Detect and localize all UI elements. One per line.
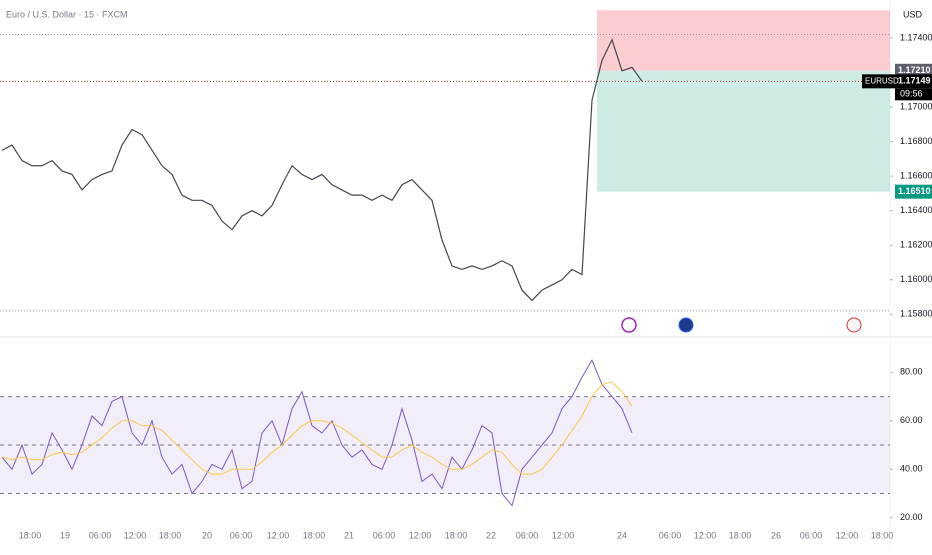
x-tick-label: 18:00 <box>871 530 894 540</box>
x-tick-label: 06:00 <box>659 530 682 540</box>
x-tick-label: 06:00 <box>230 530 253 540</box>
y-tick-label: 1.17000 <box>900 101 932 111</box>
symbol: EURUSD <box>865 76 899 85</box>
x-tick-label: 18:00 <box>19 530 42 540</box>
y-tick-label: 1.17400 <box>900 32 932 42</box>
x-tick-label: 06:00 <box>373 530 396 540</box>
x-tick-label: 26 <box>771 530 781 540</box>
event-icon[interactable] <box>678 317 694 333</box>
y-tick-label: 60.00 <box>900 415 923 425</box>
x-tick-label: 21 <box>344 530 354 540</box>
x-tick-label: 12:00 <box>836 530 859 540</box>
x-tick-label: 12:00 <box>694 530 717 540</box>
x-tick-label: 18:00 <box>445 530 468 540</box>
price-label-bg <box>895 74 932 89</box>
x-tick-label: 18:00 <box>159 530 182 540</box>
x-tick-label: 12:00 <box>552 530 575 540</box>
price-label-bg <box>895 63 932 78</box>
price-label-bg <box>895 184 932 199</box>
stop-zone <box>597 10 890 71</box>
x-tick-label: 18:00 <box>729 530 752 540</box>
countdown-bg <box>895 88 932 101</box>
x-tick-label: 12:00 <box>124 530 147 540</box>
symbol-bg <box>862 74 895 89</box>
event-icon[interactable] <box>846 317 862 333</box>
y-tick-label: 80.00 <box>900 367 923 377</box>
x-tick-label: 12:00 <box>409 530 432 540</box>
y-tick-label: 1.16800 <box>900 136 932 146</box>
price-label: 1.17149 <box>898 76 931 86</box>
price-label: 1.16510 <box>898 186 931 196</box>
y-tick-label: 20.00 <box>900 512 923 522</box>
rsi-line <box>1 359 633 507</box>
chart-title: Euro / U.S. Dollar · 15 · FXCM <box>6 9 128 19</box>
x-tick-label: 19 <box>60 530 70 540</box>
y-tick-label: 40.00 <box>900 464 923 474</box>
currency: USD <box>903 9 923 19</box>
event-icon[interactable] <box>621 317 637 333</box>
x-tick-label: 06:00 <box>800 530 823 540</box>
x-tick-label: 22 <box>486 530 496 540</box>
rsi-line <box>1 381 633 475</box>
x-tick-label: 18:00 <box>303 530 326 540</box>
y-tick-label: 1.16200 <box>900 240 932 250</box>
x-tick-label: 06:00 <box>516 530 539 540</box>
price-line <box>1 38 643 302</box>
x-tick-label: 24 <box>617 530 627 540</box>
y-tick-label: 1.16400 <box>900 205 932 215</box>
y-tick-label: 1.16000 <box>900 274 932 284</box>
x-tick-label: 20 <box>202 530 212 540</box>
x-tick-label: 06:00 <box>89 530 112 540</box>
x-tick-label: 12:00 <box>267 530 290 540</box>
y-tick-label: 1.15800 <box>900 309 932 319</box>
price-label: 1.17210 <box>898 65 931 75</box>
target-zone <box>597 70 890 192</box>
rsi-band <box>0 396 890 494</box>
y-tick-label: 1.16600 <box>900 171 932 181</box>
countdown: 09:56 <box>900 89 923 99</box>
